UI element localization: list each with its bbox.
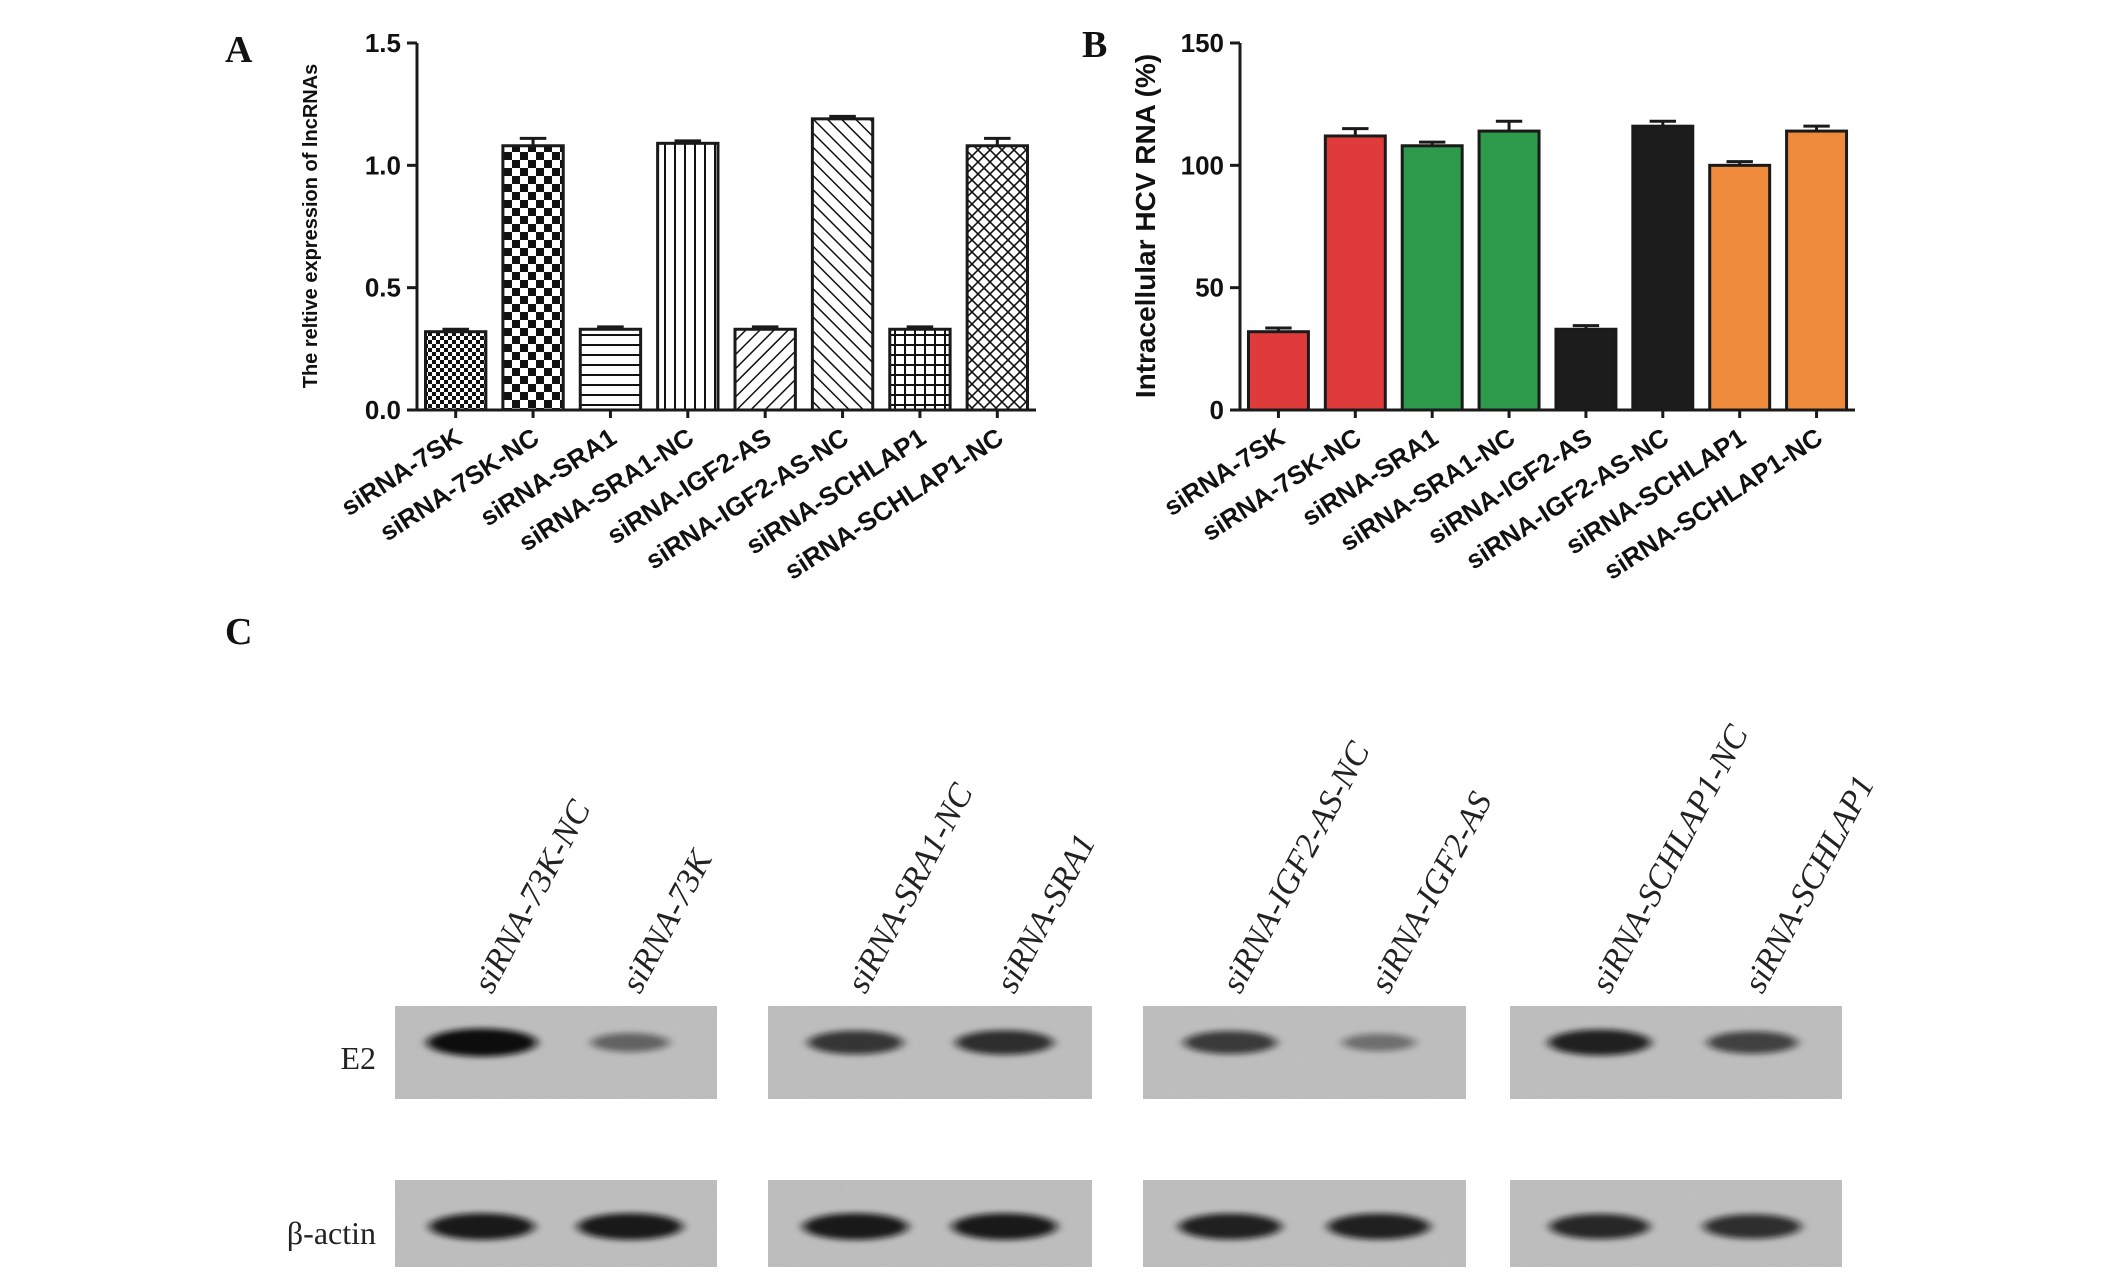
blot-lane-label: siRNA-SCHLAP1-NC bbox=[1584, 719, 1756, 999]
blot-lane-label: siRNA-73K-NC bbox=[466, 794, 598, 998]
chart-a-bar bbox=[965, 144, 1029, 412]
blot-row-label-beta-actin: β-actin bbox=[287, 1215, 376, 1251]
blot-lane-labels: siRNA-73K-NC siRNA-73K siRNA-SRA1-NC siRNA-… bbox=[466, 719, 1882, 999]
blot-lane-label: siRNA-SRA1 bbox=[989, 828, 1103, 999]
chart-b-bar bbox=[1631, 124, 1695, 412]
blot-band bbox=[591, 1033, 669, 1052]
chart-b-bar bbox=[1477, 129, 1541, 412]
blot-lane-label: siRNA-73K bbox=[614, 843, 720, 999]
blot-band bbox=[807, 1030, 904, 1055]
blot-lane-label: siRNA-IGF2-AS bbox=[1363, 786, 1499, 998]
chart-a-y-tick-label: 1.0 bbox=[365, 150, 401, 180]
blot-band bbox=[1183, 1030, 1277, 1055]
chart-b-bar bbox=[1246, 330, 1310, 412]
panel-letter-b: B bbox=[1082, 24, 1107, 66]
blot-band bbox=[1703, 1214, 1802, 1239]
blot-lane-label: siRNA-SRA1-NC bbox=[840, 778, 981, 999]
blot-strip-texture bbox=[395, 1006, 717, 1099]
chart-b-y-tick-label: 100 bbox=[1181, 150, 1224, 180]
chart-a-y-tick-label: 0.0 bbox=[365, 395, 401, 425]
blot-band bbox=[1178, 1213, 1282, 1240]
chart-a-y-tick-label: 0.5 bbox=[365, 273, 401, 303]
chart-a-bar bbox=[501, 144, 565, 412]
chart-b-bar bbox=[1785, 129, 1849, 412]
chart-b-bar bbox=[1400, 144, 1464, 412]
chart-b-bars bbox=[1246, 119, 1849, 412]
chart-a-bar bbox=[810, 117, 875, 412]
western-blot: siRNA-73K-NC siRNA-73K siRNA-SRA1-NC siRNA-… bbox=[287, 719, 1882, 1272]
blot-band bbox=[1707, 1031, 1798, 1054]
blot-lane-label: siRNA-IGF2-AS-NC bbox=[1215, 736, 1378, 999]
chart-b-bar bbox=[1708, 163, 1772, 412]
blot-band bbox=[1549, 1213, 1650, 1240]
blot-strip-texture bbox=[768, 1006, 1092, 1099]
blot-band bbox=[426, 1028, 537, 1057]
blot-band bbox=[1342, 1033, 1416, 1052]
blot-band bbox=[802, 1213, 909, 1240]
blot-band bbox=[955, 1030, 1054, 1055]
panel-letter-c: C bbox=[225, 611, 252, 653]
chart-a-ylabel: The reltive expression of lncRNAs bbox=[300, 64, 322, 389]
blot-row-label-e2: E2 bbox=[340, 1040, 376, 1076]
panel-letter-a: A bbox=[225, 29, 253, 71]
chart-a-bars bbox=[424, 114, 1029, 412]
chart-a-bar bbox=[424, 330, 488, 412]
blot-band bbox=[429, 1213, 535, 1240]
blot-band bbox=[1327, 1213, 1431, 1240]
chart-b-y-tick-label: 0 bbox=[1210, 395, 1224, 425]
chart-a: The reltive expression of lncRNAs siRNA-… bbox=[300, 28, 1036, 586]
chart-a-bar bbox=[578, 327, 643, 412]
chart-b: Intracellular HCV RNA (%) siRNA-7SKsiRNA… bbox=[1130, 28, 1855, 586]
blot-band bbox=[1548, 1029, 1651, 1056]
blot-strip-texture bbox=[1510, 1006, 1842, 1099]
blot-band bbox=[577, 1213, 683, 1240]
chart-b-y-tick-label: 50 bbox=[1195, 273, 1224, 303]
chart-b-bar bbox=[1323, 134, 1387, 412]
chart-b-bar bbox=[1554, 327, 1618, 412]
chart-a-bar bbox=[733, 327, 797, 412]
chart-a-y-tick-label: 1.5 bbox=[365, 28, 401, 58]
blot-strip-texture bbox=[1143, 1006, 1466, 1099]
blot-lane-label: siRNA-SCHLAP1 bbox=[1737, 770, 1882, 999]
blot-band bbox=[951, 1213, 1058, 1240]
chart-b-y-tick-label: 150 bbox=[1181, 28, 1224, 58]
chart-b-ylabel: Intracellular HCV RNA (%) bbox=[1130, 54, 1161, 398]
blot-strips bbox=[395, 1006, 1842, 1272]
chart-a-bar bbox=[888, 327, 952, 412]
chart-a-bar bbox=[656, 141, 720, 412]
